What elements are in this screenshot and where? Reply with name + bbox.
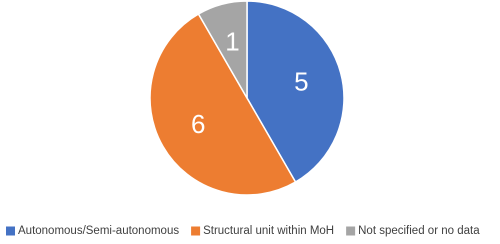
data-label: 6 (191, 109, 205, 139)
pie-slice (149, 12, 297, 196)
legend-swatch (346, 226, 356, 236)
legend-label: Structural unit within MoH (203, 225, 334, 237)
data-label: 5 (294, 66, 308, 96)
legend-swatch (191, 226, 201, 236)
pie-slice (246, 0, 345, 184)
data-label: 1 (225, 27, 239, 57)
legend-label: Not specified or no data (358, 225, 480, 237)
legend-swatch (6, 226, 15, 236)
legend-label: Autonomous/Semi-autonomous (18, 225, 179, 237)
pie-slice (197, 0, 248, 101)
